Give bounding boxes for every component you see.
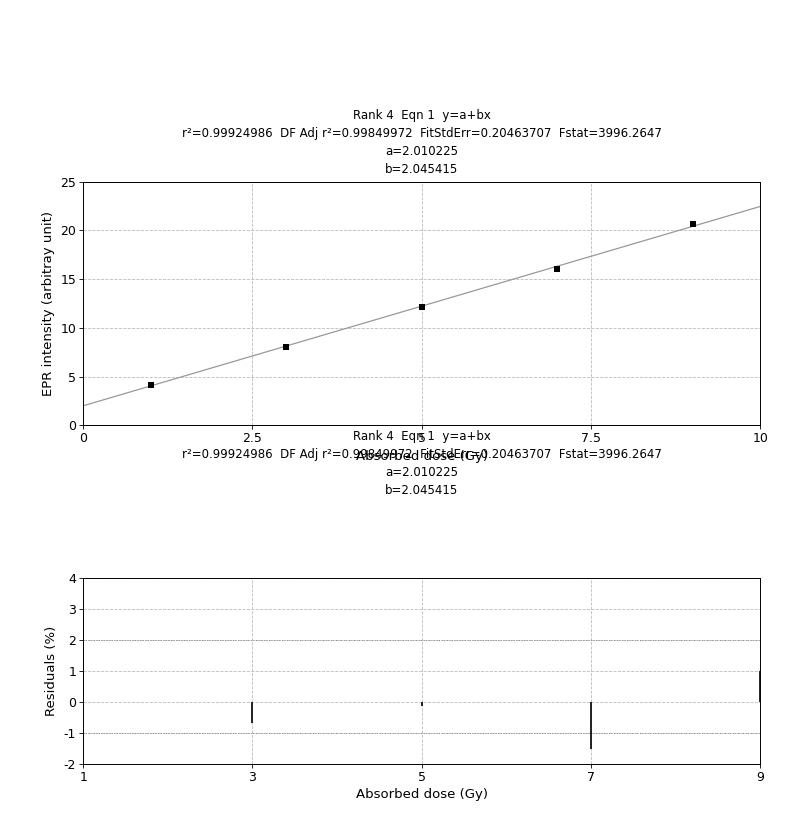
Point xyxy=(144,379,157,392)
Point xyxy=(686,217,699,230)
Y-axis label: EPR intensity (arbitray unit): EPR intensity (arbitray unit) xyxy=(42,211,55,396)
Point xyxy=(280,341,293,354)
X-axis label: Absorbed dose (Gy): Absorbed dose (Gy) xyxy=(356,449,488,463)
Text: Rank 4  Eqn 1  y=a+bx
r²=0.99924986  DF Adj r²=0.99849972  FitStdErr=0.20463707 : Rank 4 Eqn 1 y=a+bx r²=0.99924986 DF Adj… xyxy=(182,430,661,496)
Title: Rank 4  Eqn 1  y=a+bx
r²=0.99924986  DF Adj r²=0.99849972  FitStdErr=0.20463707 : Rank 4 Eqn 1 y=a+bx r²=0.99924986 DF Adj… xyxy=(182,109,661,177)
Y-axis label: Residuals (%): Residuals (%) xyxy=(45,626,59,716)
Point xyxy=(550,263,563,276)
X-axis label: Absorbed dose (Gy): Absorbed dose (Gy) xyxy=(356,788,488,801)
Point xyxy=(416,301,428,314)
